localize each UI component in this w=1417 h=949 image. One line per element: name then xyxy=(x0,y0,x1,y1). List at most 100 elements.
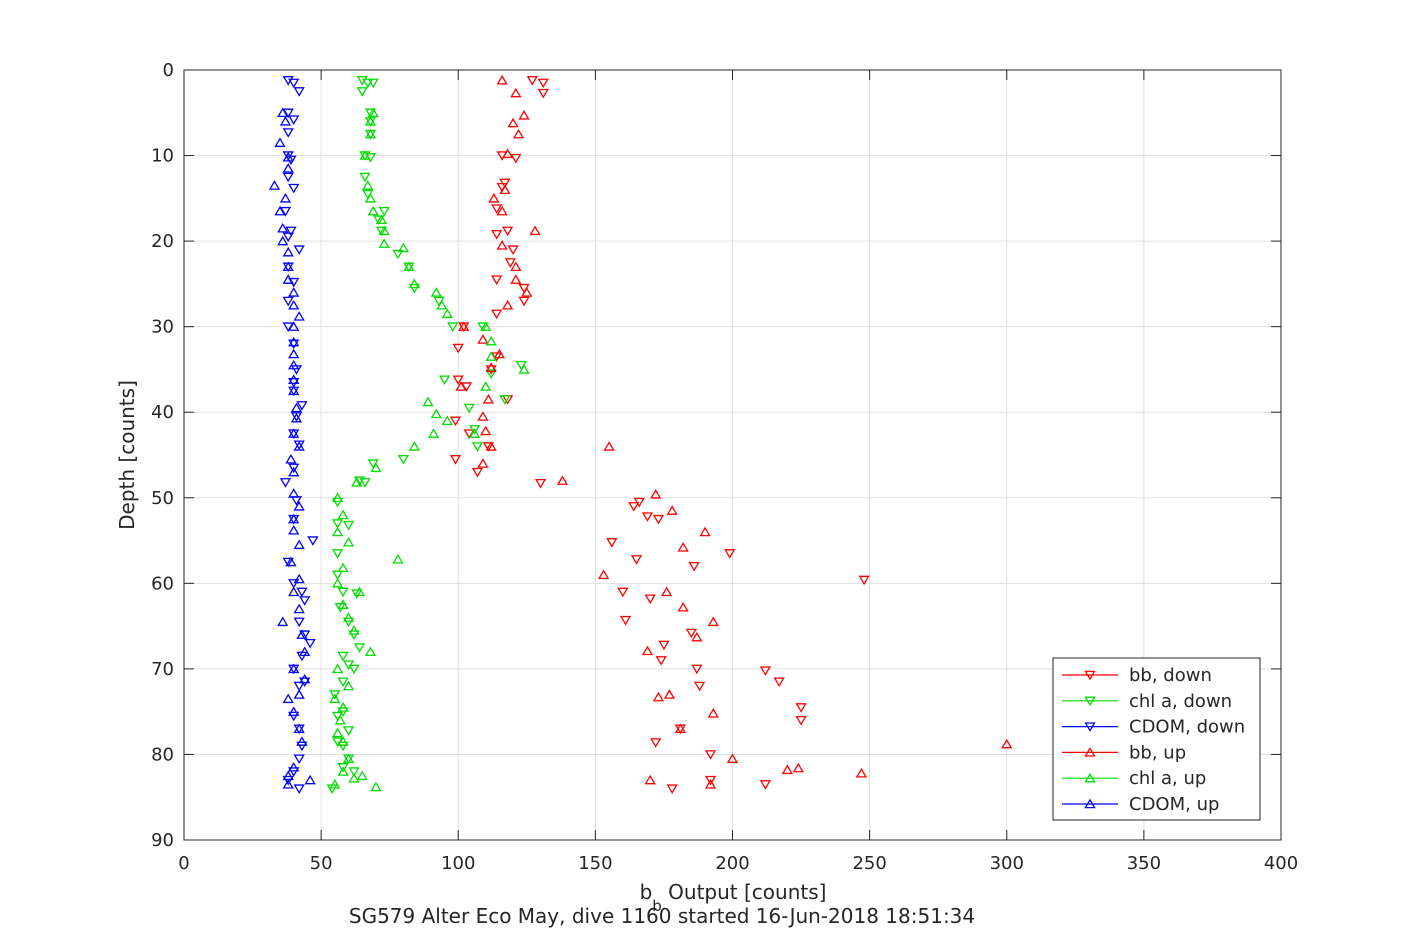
data-point xyxy=(521,287,533,297)
data-point xyxy=(477,322,489,332)
data-point xyxy=(606,538,618,548)
data-point xyxy=(337,677,349,688)
data-point xyxy=(491,275,503,285)
data-point xyxy=(337,587,349,598)
data-point xyxy=(293,681,305,692)
data-point xyxy=(293,573,305,584)
data-point xyxy=(378,206,390,217)
data-point xyxy=(603,441,615,451)
data-point xyxy=(288,524,300,535)
x-tick-label: 350 xyxy=(1127,853,1161,874)
data-point xyxy=(299,596,311,606)
data-point xyxy=(477,411,489,421)
data-point xyxy=(288,711,300,722)
data-point xyxy=(455,381,467,391)
data-point xyxy=(279,116,292,126)
data-point xyxy=(482,442,495,452)
data-point xyxy=(282,246,294,257)
data-point xyxy=(655,656,667,666)
data-point xyxy=(274,205,286,216)
data-point xyxy=(362,78,374,89)
data-point xyxy=(392,554,404,564)
data-point xyxy=(691,631,703,642)
data-point xyxy=(299,673,311,684)
data-point xyxy=(704,775,717,786)
data-point xyxy=(348,767,360,777)
data-point xyxy=(378,225,390,236)
series-5 xyxy=(268,107,316,789)
data-point xyxy=(463,403,475,414)
y-tick-label: 10 xyxy=(151,146,174,167)
data-point xyxy=(504,258,516,268)
data-point xyxy=(304,774,316,785)
data-point xyxy=(331,570,344,581)
data-point xyxy=(795,715,807,726)
data-point xyxy=(288,463,300,474)
data-point xyxy=(288,378,300,388)
data-point xyxy=(510,87,522,98)
data-point xyxy=(452,375,464,386)
data-point xyxy=(704,779,717,789)
data-point xyxy=(441,308,453,319)
data-point xyxy=(337,562,349,573)
data-point xyxy=(436,299,448,310)
data-point xyxy=(759,780,772,790)
data-point xyxy=(331,492,344,503)
data-point xyxy=(518,296,530,307)
data-point xyxy=(449,455,462,465)
data-point xyxy=(397,242,410,253)
data-point xyxy=(359,172,371,183)
data-point xyxy=(331,549,344,559)
data-point xyxy=(485,362,497,372)
data-point xyxy=(362,180,374,190)
data-point xyxy=(288,466,300,477)
data-point xyxy=(477,458,489,468)
data-point xyxy=(342,726,355,736)
data-point xyxy=(288,277,300,288)
data-point xyxy=(348,630,360,640)
data-point xyxy=(512,128,525,139)
data-point xyxy=(288,767,300,777)
data-point xyxy=(268,180,281,190)
data-point xyxy=(290,402,303,413)
data-point xyxy=(699,526,711,537)
data-point xyxy=(288,385,300,396)
data-point xyxy=(364,116,377,126)
data-point xyxy=(285,155,297,166)
data-point xyxy=(282,163,294,173)
data-point xyxy=(331,497,344,508)
data-point xyxy=(288,336,300,347)
legend-label: chl a, down xyxy=(1129,691,1232,712)
data-point xyxy=(331,519,344,529)
data-point xyxy=(641,512,654,522)
data-point xyxy=(693,681,706,692)
data-point xyxy=(408,441,421,451)
data-point xyxy=(496,240,508,250)
legend-marker xyxy=(1084,772,1096,783)
x-tick-label: 100 xyxy=(441,853,475,874)
data-point xyxy=(288,183,300,194)
x-tick-label: 0 xyxy=(178,853,189,874)
data-point xyxy=(285,226,297,237)
data-point xyxy=(296,736,308,746)
data-point xyxy=(282,151,294,162)
data-point xyxy=(288,488,300,498)
data-point xyxy=(356,87,368,97)
data-point xyxy=(480,425,492,436)
data-point xyxy=(477,334,489,344)
data-point xyxy=(277,107,289,118)
data-point xyxy=(282,261,294,272)
data-point xyxy=(430,287,442,297)
data-point xyxy=(661,586,673,597)
data-point xyxy=(331,663,344,674)
data-point xyxy=(858,575,870,586)
data-point xyxy=(348,773,360,783)
data-point xyxy=(518,110,530,120)
y-tick-label: 0 xyxy=(163,60,174,81)
data-point xyxy=(293,689,305,699)
data-point xyxy=(485,351,497,361)
data-point xyxy=(641,645,654,656)
data-point xyxy=(356,770,368,781)
data-point xyxy=(617,587,629,598)
